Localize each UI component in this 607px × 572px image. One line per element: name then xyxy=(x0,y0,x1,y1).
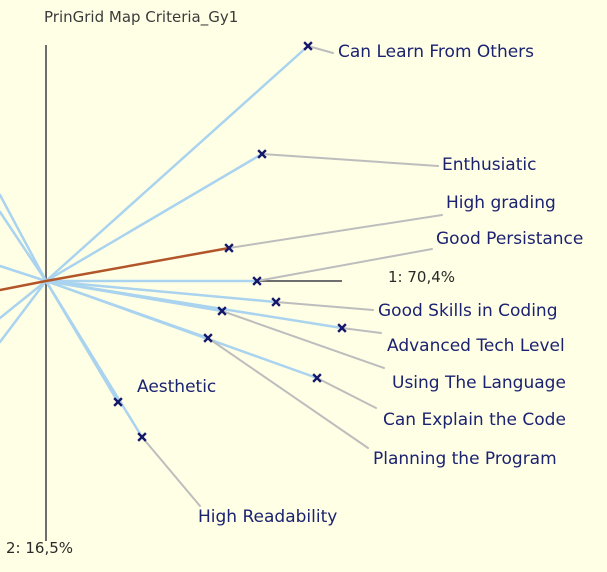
leader-enthusiatic xyxy=(261,153,439,167)
map-title: PrinGrid Map Criteria_Gy1 xyxy=(44,8,239,26)
marker-advanced-tech xyxy=(337,323,347,333)
marker-good-persistance xyxy=(252,276,262,286)
criterion-label: Good Skills in Coding xyxy=(378,301,558,321)
leader-advanced-tech xyxy=(341,327,382,334)
leader-using-language xyxy=(221,310,385,369)
marker-high-readability xyxy=(137,432,147,442)
criterion-label: Good Persistance xyxy=(436,229,584,249)
ray-left-4 xyxy=(0,279,48,320)
leader-can-learn xyxy=(307,45,334,54)
ray-high-grading xyxy=(44,246,231,283)
axis-2-label: 2: 16,5% xyxy=(6,539,74,557)
leader-can-explain xyxy=(316,377,377,409)
ray-high-readability xyxy=(44,279,144,439)
criterion-label: Can Explain the Code xyxy=(383,410,566,430)
marker-enthusiatic xyxy=(257,149,267,159)
criterion-label: Enthusiatic xyxy=(442,155,537,175)
leader-good-skills xyxy=(275,301,374,311)
criterion-label: Advanced Tech Level xyxy=(387,336,565,356)
marker-can-explain xyxy=(312,373,322,383)
axis-1-label: 1: 70,4% xyxy=(388,268,456,286)
ray-left-3 xyxy=(0,264,48,283)
leader-planning xyxy=(207,337,369,449)
ray-left-1 xyxy=(0,193,48,283)
criterion-label: Aesthetic xyxy=(137,377,217,397)
ray-planning xyxy=(44,279,210,340)
ray-enthusiatic xyxy=(44,152,264,283)
criterion-label: High grading xyxy=(446,193,556,213)
ray-left-5 xyxy=(0,279,48,344)
marker-can-learn xyxy=(303,41,313,51)
leader-high-readability xyxy=(141,436,201,507)
leader-high-grading xyxy=(228,214,443,249)
leader-good-persistance xyxy=(256,248,433,282)
marker-aesthetic xyxy=(113,397,123,407)
marker-good-skills xyxy=(271,297,281,307)
marker-using-language xyxy=(217,306,227,316)
marker-planning xyxy=(203,333,213,343)
criterion-label: Can Learn From Others xyxy=(338,42,535,62)
criterion-label: Using The Language xyxy=(392,373,566,393)
criterion-label: Planning the Program xyxy=(373,449,557,469)
ray-can-learn xyxy=(44,44,310,283)
ray-good-skills xyxy=(44,279,278,304)
ray-high-grading-neg xyxy=(0,279,48,292)
ray-left-2 xyxy=(0,210,48,283)
ray-using-language xyxy=(44,279,224,313)
criterion-label: High Readability xyxy=(198,507,338,527)
marker-high-grading xyxy=(224,243,234,253)
